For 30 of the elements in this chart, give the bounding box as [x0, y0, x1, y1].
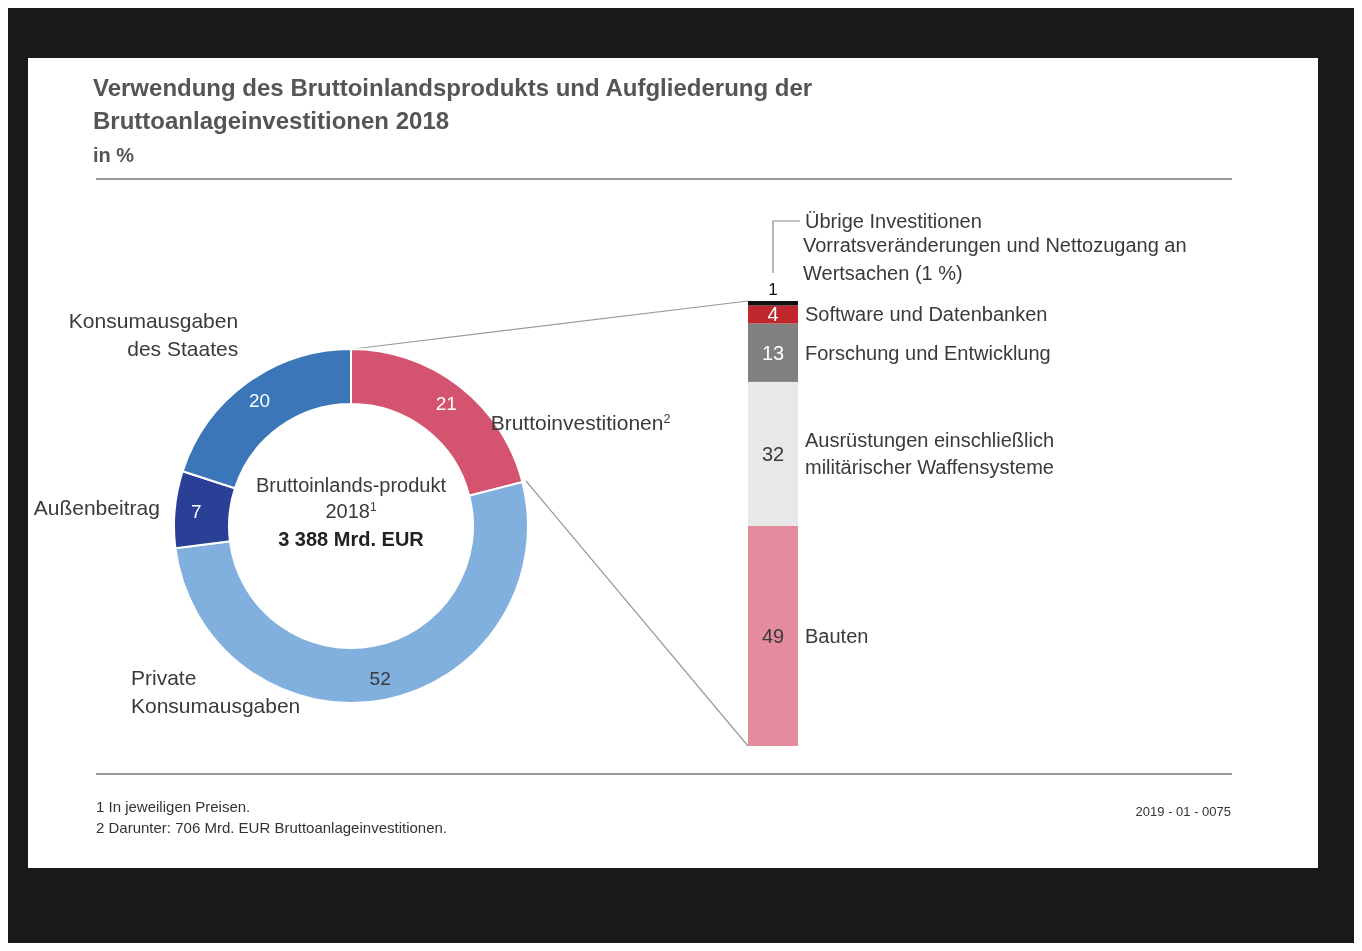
text: 3 388 Mrd. EUR: [278, 528, 425, 550]
text: Übrige Investitionen: [805, 210, 982, 232]
series-label: Forschung und Entwicklung: [805, 341, 1051, 364]
data-label: 21: [435, 392, 457, 414]
data-label: 1: [768, 280, 778, 299]
slice-label: Bruttoinvestitionen$^{2}$: [490, 410, 671, 434]
slice-label: Außenbeitrag: [33, 496, 160, 520]
data-label: 13: [761, 341, 785, 364]
text: 2 Darunter: 706 Mrd. EUR Bruttoanlageinvestitionen.: [96, 819, 448, 836]
text: 1 In jeweiligen Preisen.: [96, 798, 251, 815]
bar: [748, 323, 798, 382]
series-label: Software und Datenbanken: [805, 303, 1048, 326]
slice-label: Private Konsumausgaben: [131, 666, 301, 718]
data-label: 7: [190, 501, 202, 523]
slice-label: Konsumausgaben des Staates: [68, 309, 239, 361]
chart-title: Verwendung des Bruttoinlandsprodukts und Aufgliederung der Bruttoanlageinvestitionen 2018: [93, 74, 813, 134]
bar: [748, 305, 798, 324]
bar: [748, 381, 798, 526]
data-label: 32: [761, 442, 785, 465]
text: Bruttoinlands-produkt 2018$^{1}$: [255, 474, 447, 522]
text: 2019 - 01 - 0075: [1135, 804, 1231, 819]
data-label: 4: [767, 303, 779, 326]
data-label: 20: [249, 389, 271, 411]
data-label: 52: [369, 668, 391, 690]
series-label: Ausrüstungen einschließlich militärischer Waffensysteme: [805, 429, 1055, 479]
text: Vorratsveränderungen und Nettozugang an Wertsachen (1 %): [803, 234, 1187, 284]
series-label: Bauten: [805, 624, 869, 647]
chart-subtitle: in %: [93, 144, 135, 166]
data-label: 49: [761, 624, 785, 647]
bar: [748, 525, 798, 746]
